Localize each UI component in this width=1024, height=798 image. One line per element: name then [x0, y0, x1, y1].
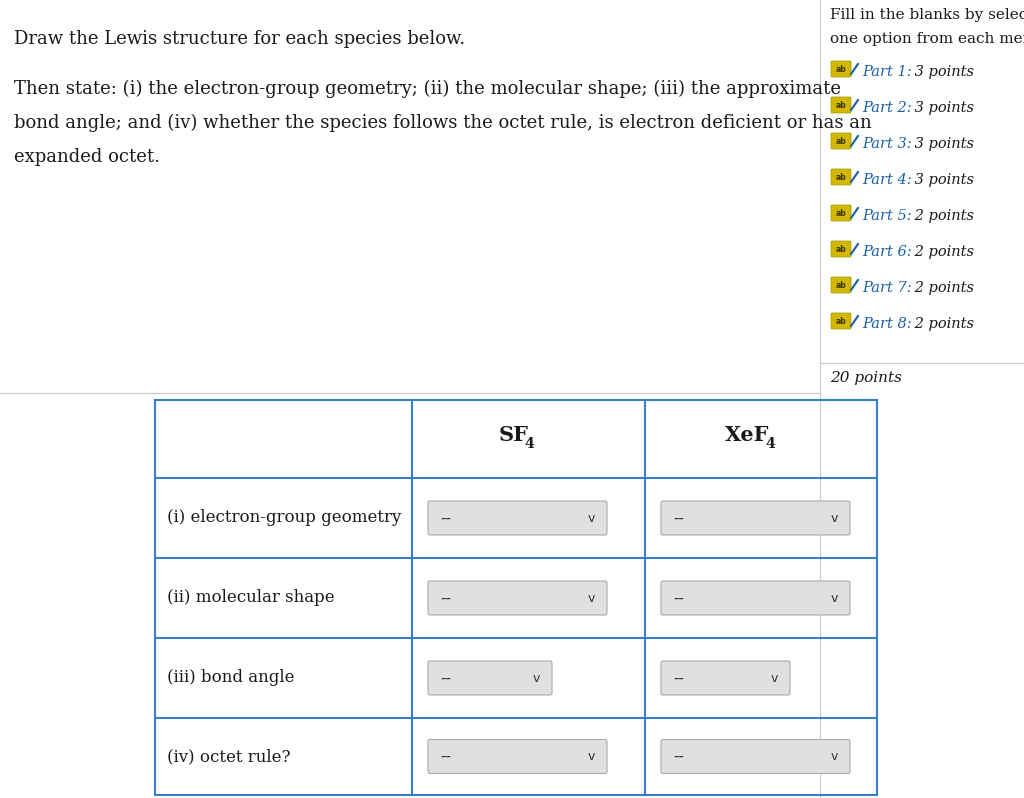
Text: 3 points: 3 points — [910, 65, 974, 79]
Text: 4: 4 — [524, 437, 535, 451]
Text: Part 3:: Part 3: — [862, 137, 911, 151]
Text: 2 points: 2 points — [910, 245, 974, 259]
Text: ab: ab — [836, 281, 847, 290]
FancyBboxPatch shape — [662, 501, 850, 535]
Text: Fill in the blanks by selecting: Fill in the blanks by selecting — [830, 8, 1024, 22]
Text: 3 points: 3 points — [910, 137, 974, 151]
FancyBboxPatch shape — [831, 169, 851, 185]
FancyBboxPatch shape — [662, 661, 790, 695]
Text: v: v — [830, 591, 838, 605]
Text: 2 points: 2 points — [910, 281, 974, 295]
Text: 20 points: 20 points — [830, 371, 902, 385]
Text: 2 points: 2 points — [910, 209, 974, 223]
FancyBboxPatch shape — [428, 740, 607, 773]
Text: --: -- — [673, 749, 684, 764]
Text: v: v — [588, 750, 595, 763]
Text: Part 7:: Part 7: — [862, 281, 911, 295]
Text: ab: ab — [836, 101, 847, 109]
Text: --: -- — [673, 591, 684, 606]
FancyBboxPatch shape — [831, 205, 851, 221]
FancyBboxPatch shape — [831, 97, 851, 113]
FancyBboxPatch shape — [831, 133, 851, 149]
Text: --: -- — [440, 511, 451, 526]
Bar — [155, 400, 877, 795]
Text: 2 points: 2 points — [910, 317, 974, 331]
Text: (iii) bond angle: (iii) bond angle — [167, 670, 295, 686]
FancyBboxPatch shape — [428, 501, 607, 535]
Text: one option from each menu.: one option from each menu. — [830, 32, 1024, 46]
Text: bond angle; and (iv) whether the species follows the octet rule, is electron def: bond angle; and (iv) whether the species… — [14, 114, 871, 132]
Text: ab: ab — [836, 317, 847, 326]
Text: Part 6:: Part 6: — [862, 245, 911, 259]
Text: v: v — [771, 671, 778, 685]
Text: ab: ab — [836, 244, 847, 254]
Text: (iv) octet rule?: (iv) octet rule? — [167, 748, 291, 765]
FancyBboxPatch shape — [662, 581, 850, 615]
Text: v: v — [588, 512, 595, 524]
Text: --: -- — [440, 591, 451, 606]
Text: --: -- — [673, 511, 684, 526]
Text: Then state: (i) the electron-group geometry; (ii) the molecular shape; (iii) the: Then state: (i) the electron-group geome… — [14, 80, 841, 98]
Text: --: -- — [440, 670, 451, 685]
Text: 4: 4 — [765, 437, 775, 451]
Text: Part 1:: Part 1: — [862, 65, 911, 79]
Text: v: v — [532, 671, 540, 685]
FancyBboxPatch shape — [831, 277, 851, 293]
Text: Draw the Lewis structure for each species below.: Draw the Lewis structure for each specie… — [14, 30, 465, 48]
Text: Part 2:: Part 2: — [862, 101, 911, 115]
Text: Part 8:: Part 8: — [862, 317, 911, 331]
Text: Part 5:: Part 5: — [862, 209, 911, 223]
FancyBboxPatch shape — [428, 661, 552, 695]
Text: ab: ab — [836, 172, 847, 181]
Text: XeF: XeF — [725, 425, 769, 445]
FancyBboxPatch shape — [662, 740, 850, 773]
FancyBboxPatch shape — [831, 61, 851, 77]
FancyBboxPatch shape — [831, 241, 851, 257]
FancyBboxPatch shape — [831, 313, 851, 329]
Text: ab: ab — [836, 208, 847, 218]
Text: expanded octet.: expanded octet. — [14, 148, 160, 166]
Text: (ii) molecular shape: (ii) molecular shape — [167, 590, 335, 606]
Text: 3 points: 3 points — [910, 101, 974, 115]
Text: ab: ab — [836, 65, 847, 73]
Text: v: v — [588, 591, 595, 605]
Text: SF: SF — [499, 425, 528, 445]
Text: ab: ab — [836, 136, 847, 145]
Text: v: v — [830, 750, 838, 763]
FancyBboxPatch shape — [428, 581, 607, 615]
Text: v: v — [830, 512, 838, 524]
Text: 3 points: 3 points — [910, 173, 974, 187]
Text: (i) electron-group geometry: (i) electron-group geometry — [167, 509, 401, 527]
Text: Part 4:: Part 4: — [862, 173, 911, 187]
Text: --: -- — [440, 749, 451, 764]
Text: --: -- — [673, 670, 684, 685]
